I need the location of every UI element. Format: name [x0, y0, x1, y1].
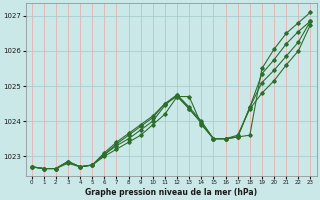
X-axis label: Graphe pression niveau de la mer (hPa): Graphe pression niveau de la mer (hPa) — [85, 188, 257, 197]
